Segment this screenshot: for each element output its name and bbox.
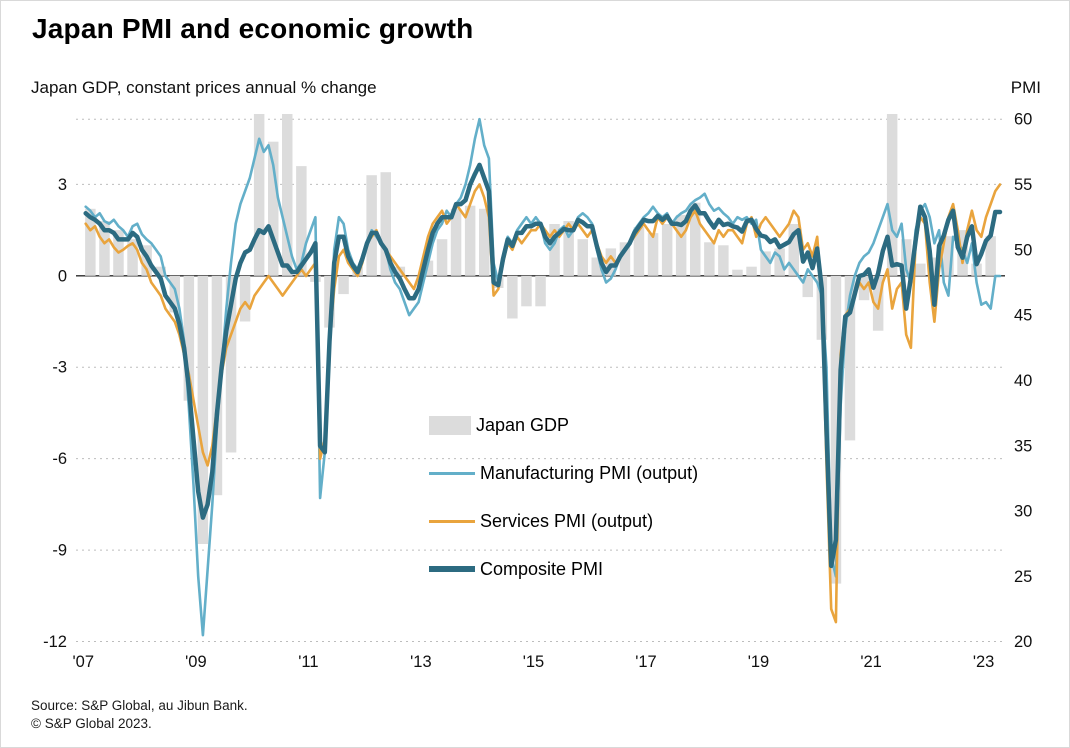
svg-text:0: 0 <box>58 267 67 285</box>
copyright-note: © S&P Global 2023. <box>31 716 152 731</box>
svg-text:30: 30 <box>1014 503 1032 521</box>
legend-label-manufacturing-pmi: Manufacturing PMI (output) <box>480 463 699 483</box>
legend-item-composite-pmi: Composite PMI <box>429 559 698 579</box>
svg-text:50: 50 <box>1014 241 1032 259</box>
services-pmi-swatch-icon <box>429 519 475 523</box>
axis-tick-labels: 30-3-6-9-12605550454035302520'07'09'11'1… <box>43 111 1032 671</box>
svg-text:'07: '07 <box>73 653 95 671</box>
svg-text:60: 60 <box>1014 111 1032 129</box>
svg-text:35: 35 <box>1014 437 1032 455</box>
svg-text:'17: '17 <box>635 653 657 671</box>
source-note: Source: S&P Global, au Jibun Bank. <box>31 698 248 713</box>
svg-text:-9: -9 <box>52 542 67 560</box>
svg-text:40: 40 <box>1014 372 1032 390</box>
composite-pmi-swatch-icon <box>429 566 475 572</box>
legend-item-manufacturing-pmi: Manufacturing PMI (output) <box>429 463 698 483</box>
legend-label-services-pmi: Services PMI (output) <box>480 511 654 531</box>
manufacturing-pmi-swatch-icon <box>429 471 475 475</box>
svg-text:25: 25 <box>1014 568 1032 586</box>
legend-item-services-pmi: Services PMI (output) <box>429 511 698 531</box>
legend-label-japan-gdp: Japan GDP <box>476 415 570 435</box>
svg-text:3: 3 <box>58 176 67 194</box>
svg-text:-6: -6 <box>52 450 67 468</box>
left-axis-caption: Japan GDP, constant prices annual % chan… <box>31 78 377 97</box>
svg-text:20: 20 <box>1014 633 1032 651</box>
svg-text:'11: '11 <box>298 653 318 671</box>
svg-text:45: 45 <box>1014 307 1032 325</box>
japan-gdp-swatch-icon <box>429 415 471 435</box>
legend-label-composite-pmi: Composite PMI <box>480 559 604 579</box>
svg-text:'19: '19 <box>748 653 770 671</box>
svg-text:'15: '15 <box>523 653 545 671</box>
svg-text:-12: -12 <box>43 633 67 651</box>
svg-text:'23: '23 <box>973 653 995 671</box>
chart-legend: Japan GDP Manufacturing PMI (output) Ser… <box>429 415 698 579</box>
svg-text:'13: '13 <box>410 653 432 671</box>
right-axis-caption: PMI <box>1010 78 1041 97</box>
legend-item-japan-gdp: Japan GDP <box>429 415 698 435</box>
line-composite-pmi <box>83 162 1003 569</box>
svg-text:-3: -3 <box>52 359 67 377</box>
svg-text:'21: '21 <box>860 653 882 671</box>
svg-text:'09: '09 <box>185 653 207 671</box>
svg-text:55: 55 <box>1014 176 1032 194</box>
chart-title: Japan PMI and economic growth <box>32 13 474 44</box>
